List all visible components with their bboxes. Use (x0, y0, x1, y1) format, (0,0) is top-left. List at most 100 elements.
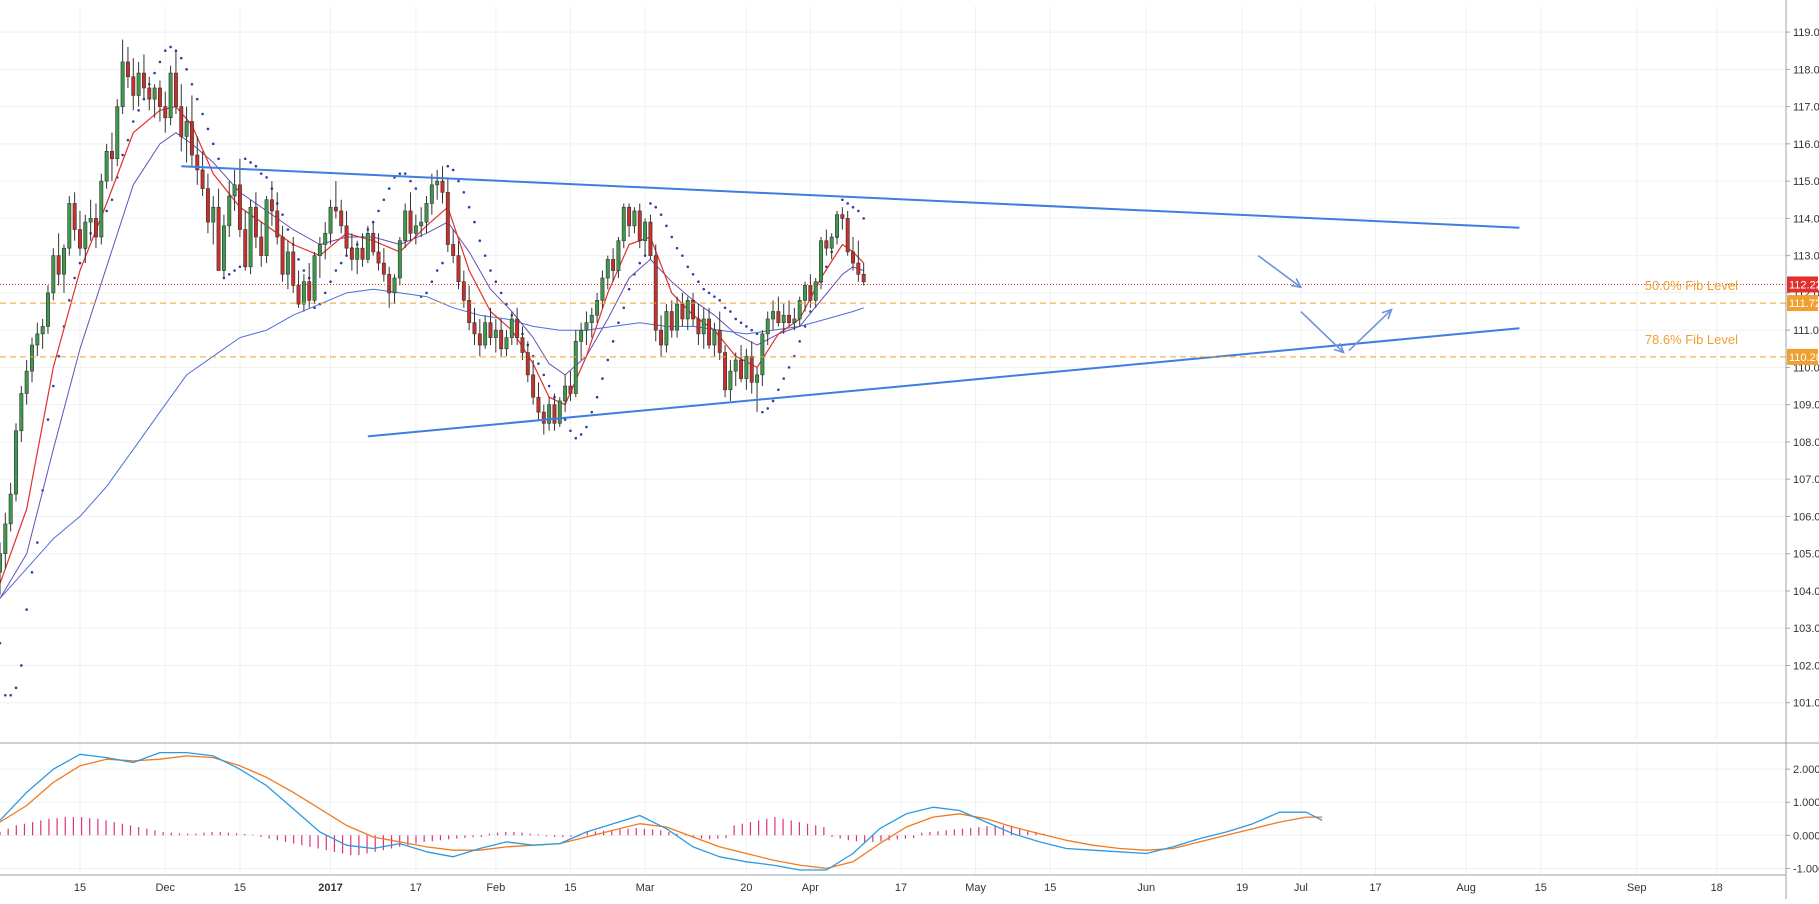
candle-body (339, 210, 344, 227)
fib-price-tag: 111.727 (1789, 298, 1819, 310)
candle (488, 307, 493, 346)
candle (744, 348, 749, 390)
candle (227, 181, 232, 238)
candle-body (445, 191, 450, 245)
candle-body (365, 232, 370, 260)
candle-body (835, 214, 839, 238)
candle (595, 292, 600, 323)
candle (760, 330, 765, 387)
candle-body (637, 210, 642, 242)
psar-dot (697, 280, 700, 284)
psar-dot (105, 209, 108, 213)
candle (99, 173, 104, 245)
macd-axis-label: 1.0000 (1793, 797, 1819, 809)
candle (24, 359, 29, 405)
candle-body (296, 285, 301, 305)
candle (312, 251, 317, 305)
candle-body (381, 262, 386, 275)
candle-body (856, 262, 861, 275)
psar-dot (313, 306, 316, 310)
candle-body (237, 184, 242, 230)
time-axis-label: Dec (155, 882, 175, 894)
psar-dot (611, 340, 615, 343)
fib-level-label: 50.0% Fib Level (1645, 278, 1738, 293)
candle-body (40, 326, 45, 335)
psar-dot (403, 172, 407, 175)
psar-dot (574, 436, 578, 440)
candle-body (72, 203, 77, 230)
candle-body (733, 359, 738, 372)
price-axis-label: 105.000 (1793, 549, 1819, 561)
time-axis-label: May (965, 882, 986, 894)
price-axis-label: 114.000 (1793, 213, 1819, 225)
candle (445, 177, 450, 252)
candle (845, 210, 850, 256)
candle (408, 192, 413, 241)
candle (424, 196, 429, 234)
psar-dot (585, 425, 588, 429)
candle (835, 210, 839, 245)
candle (371, 222, 376, 256)
psar-dot (211, 142, 215, 146)
psar-dot (233, 269, 236, 272)
time-axis-label: 2017 (318, 882, 342, 894)
macd-axis-label: 2.0000 (1793, 764, 1819, 776)
candle (755, 367, 760, 413)
candle (94, 203, 98, 249)
time-axis-label: 15 (234, 882, 246, 894)
psar-dot (302, 269, 306, 272)
candle (163, 91, 168, 133)
candle (600, 270, 605, 308)
candle-body (669, 311, 674, 331)
candle-body (760, 333, 765, 376)
candle (147, 76, 152, 111)
candle-body (408, 210, 413, 234)
psar-dot (334, 269, 338, 272)
candle (632, 207, 637, 234)
candle (493, 318, 498, 353)
candle-body (163, 106, 168, 119)
psar-dot (654, 205, 658, 209)
candle-body (0, 553, 2, 573)
price-candles (0, 39, 866, 595)
psar-dot (206, 127, 210, 131)
time-axis-label: 15 (564, 882, 576, 894)
candle (381, 248, 386, 282)
candle-body (451, 244, 456, 256)
candle-body (62, 247, 66, 275)
candle (296, 270, 301, 308)
candle-body (755, 374, 760, 383)
candle-body (824, 240, 829, 249)
candle (221, 214, 226, 278)
psar-dot (771, 399, 775, 403)
psar-dot (78, 261, 82, 265)
psar-dot (569, 429, 572, 433)
candle (520, 326, 525, 360)
psar-dot (243, 157, 247, 161)
candle-body (509, 318, 514, 338)
fib-price-tag: 110.283 (1789, 352, 1819, 364)
candle-body (131, 76, 136, 96)
candle-body (819, 240, 823, 283)
candle-body (701, 318, 706, 335)
projection-arrow-head (1333, 342, 1345, 354)
candle (765, 311, 770, 346)
time-axis-label: 17 (410, 882, 422, 894)
psar-dot (462, 190, 466, 194)
psar-dot (846, 202, 849, 205)
psar-dot (766, 407, 770, 410)
candle-body (435, 180, 440, 186)
candle (525, 341, 530, 383)
candle-body (152, 87, 157, 100)
psar-dot (36, 541, 39, 544)
candle-body (456, 255, 461, 283)
candle (35, 322, 40, 357)
candle-body (568, 385, 573, 394)
candle-body (803, 285, 807, 301)
projection-arrow-head (1381, 308, 1393, 320)
time-axis-label: 15 (74, 882, 86, 894)
candle (376, 233, 381, 271)
psar-dot (46, 418, 50, 421)
